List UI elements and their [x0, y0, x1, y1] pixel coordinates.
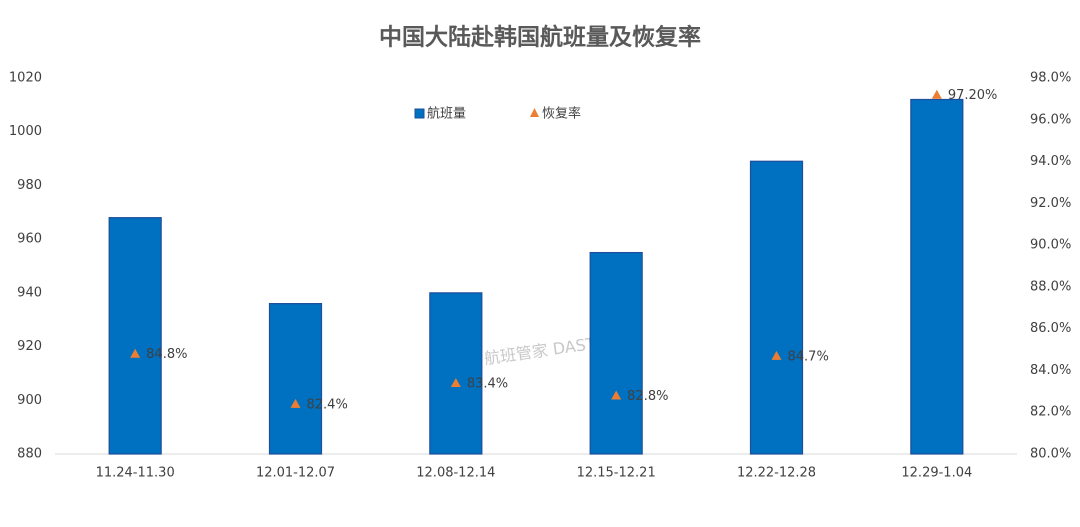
bar [589, 251, 643, 455]
y2-tick-label: 80.0% [1030, 447, 1071, 462]
bar [268, 303, 323, 455]
y2-tick-label: 90.0% [1030, 238, 1071, 253]
y-tick-label: 1000 [9, 124, 42, 139]
x-tick-label: 12.29-1.04 [901, 466, 972, 481]
bar [429, 292, 483, 455]
x-tick-label: 11.24-11.30 [96, 466, 175, 481]
y-tick-label: 940 [17, 285, 42, 300]
data-label: 97.20% [948, 88, 998, 103]
chart-title: 中国大陆赴韩国航班量及恢复率 [379, 24, 701, 51]
x-tick-label: 12.22-12.28 [737, 466, 816, 481]
marker [611, 390, 622, 400]
bar [910, 98, 964, 455]
data-label: 82.8% [627, 389, 668, 404]
marker [450, 377, 461, 387]
marker [931, 89, 942, 99]
bar [108, 217, 162, 455]
y2-tick-label: 84.0% [1030, 363, 1071, 378]
x-tick-label: 12.01-12.07 [256, 466, 335, 481]
y-tick-label: 900 [17, 393, 42, 408]
legend-swatch [530, 108, 539, 117]
y2-tick-label: 96.0% [1030, 112, 1071, 127]
data-label: 84.8% [146, 347, 187, 362]
marker [290, 398, 301, 408]
bar [749, 160, 804, 455]
y2-tick-label: 88.0% [1030, 279, 1071, 294]
data-label: 82.4% [307, 397, 348, 412]
y2-tick-label: 98.0% [1030, 71, 1071, 86]
y2-tick-label: 86.0% [1030, 321, 1071, 336]
x-tick-label: 12.08-12.14 [416, 466, 495, 481]
marker [771, 350, 782, 360]
legend-swatch [414, 108, 425, 119]
y-tick-label: 980 [17, 178, 42, 193]
legend-label: 航班量 [427, 106, 466, 122]
legend-label: 恢复率 [542, 106, 581, 122]
data-label: 84.7% [788, 349, 829, 364]
x-tick-label: 12.15-12.21 [577, 466, 656, 481]
y-tick-label: 880 [17, 447, 42, 462]
y2-tick-label: 82.0% [1030, 405, 1071, 420]
marker [130, 348, 141, 358]
y2-tick-label: 94.0% [1030, 154, 1071, 169]
y-tick-label: 920 [17, 339, 42, 354]
data-label: 83.4% [467, 376, 508, 391]
y-tick-label: 960 [17, 232, 42, 247]
y2-tick-label: 92.0% [1030, 196, 1071, 211]
y-tick-label: 1020 [9, 71, 42, 86]
